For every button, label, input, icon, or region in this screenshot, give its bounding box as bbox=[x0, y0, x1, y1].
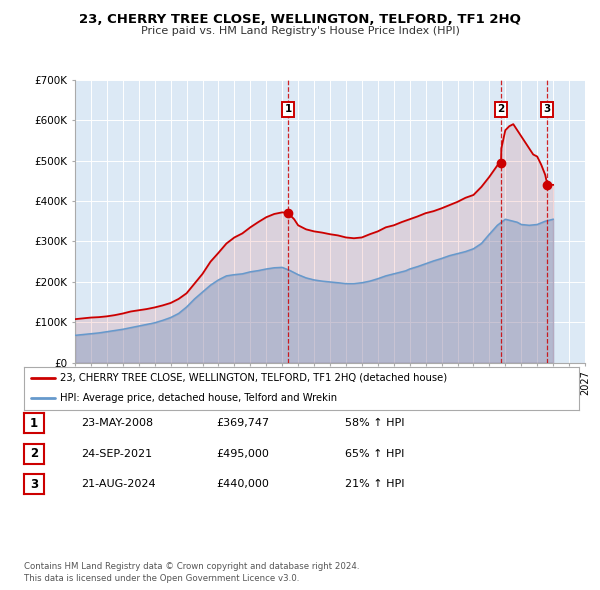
Text: £495,000: £495,000 bbox=[216, 449, 269, 458]
Text: Price paid vs. HM Land Registry's House Price Index (HPI): Price paid vs. HM Land Registry's House … bbox=[140, 26, 460, 36]
Text: 23, CHERRY TREE CLOSE, WELLINGTON, TELFORD, TF1 2HQ (detached house): 23, CHERRY TREE CLOSE, WELLINGTON, TELFO… bbox=[60, 373, 447, 383]
Text: 21% ↑ HPI: 21% ↑ HPI bbox=[345, 480, 404, 489]
Text: 1: 1 bbox=[30, 417, 38, 430]
Text: HPI: Average price, detached house, Telford and Wrekin: HPI: Average price, detached house, Telf… bbox=[60, 393, 337, 403]
Text: Contains HM Land Registry data © Crown copyright and database right 2024.: Contains HM Land Registry data © Crown c… bbox=[24, 562, 359, 571]
Text: 1: 1 bbox=[285, 104, 292, 114]
Text: 23, CHERRY TREE CLOSE, WELLINGTON, TELFORD, TF1 2HQ: 23, CHERRY TREE CLOSE, WELLINGTON, TELFO… bbox=[79, 13, 521, 26]
Text: 3: 3 bbox=[30, 478, 38, 491]
Text: 23-MAY-2008: 23-MAY-2008 bbox=[81, 418, 153, 428]
Text: 2: 2 bbox=[497, 104, 505, 114]
Text: 2: 2 bbox=[30, 447, 38, 460]
Text: 58% ↑ HPI: 58% ↑ HPI bbox=[345, 418, 404, 428]
Text: £369,747: £369,747 bbox=[216, 418, 269, 428]
Text: £440,000: £440,000 bbox=[216, 480, 269, 489]
Text: 65% ↑ HPI: 65% ↑ HPI bbox=[345, 449, 404, 458]
Text: 24-SEP-2021: 24-SEP-2021 bbox=[81, 449, 152, 458]
Text: This data is licensed under the Open Government Licence v3.0.: This data is licensed under the Open Gov… bbox=[24, 573, 299, 583]
Text: 3: 3 bbox=[544, 104, 551, 114]
Text: 21-AUG-2024: 21-AUG-2024 bbox=[81, 480, 155, 489]
